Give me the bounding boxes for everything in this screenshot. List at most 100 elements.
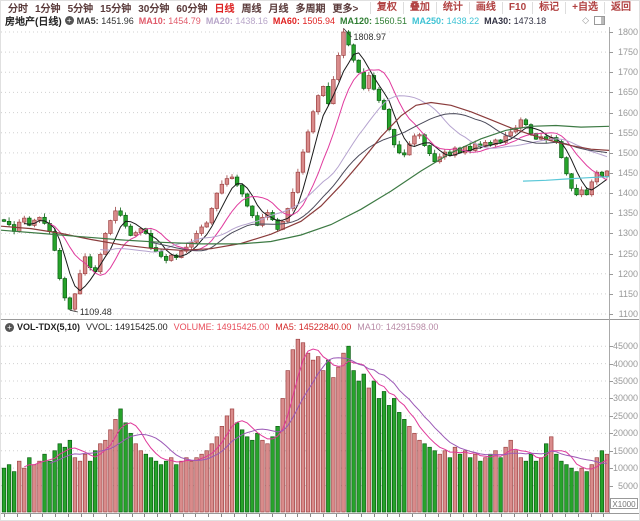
- price-tick-label: 1400: [617, 188, 638, 199]
- period-tab-4[interactable]: 15分钟: [100, 4, 132, 15]
- side-panel-icon[interactable]: [594, 16, 605, 25]
- time-tick-mark: [475, 514, 477, 517]
- ma-line-ma5: [24, 52, 608, 292]
- ma-line-ma30: [150, 113, 608, 252]
- ma-legend-value: 1438.16: [235, 15, 268, 26]
- candle-body: [62, 278, 67, 299]
- period-tab-5[interactable]: 30分钟: [138, 4, 170, 15]
- volume-bar: [397, 412, 402, 513]
- volume-unit-label: X1000: [610, 498, 638, 509]
- ma-legend-value: 1473.18: [513, 15, 547, 26]
- candle-body: [518, 119, 523, 129]
- candle-body: [508, 131, 513, 137]
- candle-body: [397, 144, 402, 154]
- volume-bar: [158, 464, 164, 513]
- action-button-6[interactable]: 标记: [532, 1, 565, 14]
- price-tick-mark: [609, 72, 613, 74]
- volume-tick-label: 15000: [612, 445, 638, 456]
- volume-bar: [255, 432, 260, 513]
- volume-bar: [523, 460, 529, 513]
- action-button-1[interactable]: 复权: [369, 1, 403, 14]
- volume-bar: [42, 453, 47, 513]
- price-tick-label: 1600: [617, 107, 638, 118]
- ma-legend-value: 1438.22: [446, 15, 480, 26]
- period-tab-3[interactable]: 5分钟: [67, 4, 94, 15]
- ma-line-ma120: [1, 124, 609, 245]
- action-button-5[interactable]: F10: [501, 1, 532, 14]
- period-tab-9[interactable]: 月线: [268, 4, 289, 15]
- period-tab-10[interactable]: 多周期: [295, 4, 326, 15]
- price-chart-canvas[interactable]: 1808.97 1109.48: [1, 27, 609, 319]
- volume-bar: [32, 464, 37, 513]
- volume-bar: [285, 370, 290, 513]
- volume-chart-canvas[interactable]: [1, 334, 609, 513]
- ma-legend-label: MA250:: [412, 15, 445, 26]
- price-tick-mark: [609, 293, 613, 295]
- volume-bar: [214, 436, 219, 513]
- price-tick-mark: [609, 52, 613, 54]
- period-tab-6[interactable]: 60分钟: [176, 4, 208, 15]
- time-tick-mark: [284, 514, 286, 517]
- period-tab-1[interactable]: 分时: [8, 4, 28, 15]
- volume-bar: [533, 460, 539, 513]
- ma-legend-label: MA20:: [205, 15, 233, 26]
- candle-body: [488, 142, 493, 146]
- volume-bar: [452, 446, 458, 513]
- volume-bar: [224, 415, 230, 513]
- volume-bar: [316, 356, 321, 513]
- volume-bar: [108, 429, 113, 513]
- period-tab-8[interactable]: 周线: [241, 4, 262, 15]
- candle-body: [82, 256, 88, 275]
- action-button-3[interactable]: 统计: [435, 1, 469, 14]
- time-tick-mark: [106, 514, 107, 517]
- candle-body: [219, 183, 225, 194]
- volume-bar: [11, 471, 17, 513]
- time-tick-mark: [144, 514, 146, 517]
- low-annotation-label: 1109.48: [80, 307, 112, 317]
- volume-bar: [437, 453, 442, 513]
- volume-bar: [47, 460, 52, 513]
- volume-bar: [169, 457, 174, 513]
- volume-bar: [356, 380, 361, 513]
- volume-header-label: VOLUME:: [173, 322, 215, 332]
- action-button-8[interactable]: 返回: [604, 1, 637, 14]
- candle-body: [366, 75, 371, 89]
- period-tab-11[interactable]: 更多>: [332, 4, 359, 15]
- period-tab-2[interactable]: 1分钟: [35, 4, 61, 15]
- action-button-4[interactable]: 画线: [468, 1, 502, 14]
- time-tick-mark: [233, 514, 235, 517]
- price-tick-label: 1100: [618, 309, 638, 319]
- candle-body: [199, 226, 204, 234]
- candle-body: [564, 157, 569, 175]
- candle-body: [417, 134, 422, 137]
- volume-bar: [336, 366, 341, 513]
- time-axis[interactable]: [1, 514, 609, 520]
- volume-bar: [6, 464, 12, 513]
- ma-legend-item: MA10: 1454.79: [139, 16, 201, 26]
- volume-bar: [544, 443, 549, 513]
- volume-tick-label: 20000: [612, 428, 638, 439]
- price-tick-label: 1700: [617, 67, 638, 78]
- diamond-marker-icon[interactable]: ◇: [582, 15, 589, 25]
- price-tick-mark: [609, 253, 613, 255]
- candle-body: [584, 189, 589, 196]
- period-tab-7[interactable]: 日线: [214, 4, 235, 15]
- volume-bar: [189, 460, 194, 513]
- volume-indicator-name: VOL-TDX(5,10): [17, 322, 81, 332]
- volume-tick-label: 40000: [612, 358, 638, 369]
- time-tick-mark: [590, 514, 592, 517]
- volume-settings-icon[interactable]: +: [5, 322, 14, 332]
- candle-body: [356, 59, 361, 73]
- volume-bar: [113, 419, 118, 513]
- indicator-settings-icon[interactable]: +: [64, 16, 74, 25]
- volume-ma-line-vma5: [24, 348, 608, 470]
- volume-bar: [229, 408, 235, 513]
- ma-legend-item: MA250: 1438.22: [412, 16, 479, 26]
- time-tick-mark: [539, 514, 541, 517]
- candle-body: [179, 250, 184, 258]
- volume-bar: [260, 439, 265, 513]
- action-button-2[interactable]: 叠加: [402, 1, 436, 14]
- action-button-7[interactable]: +自选: [565, 1, 604, 14]
- volume-bar: [174, 464, 179, 513]
- volume-bar: [569, 467, 574, 513]
